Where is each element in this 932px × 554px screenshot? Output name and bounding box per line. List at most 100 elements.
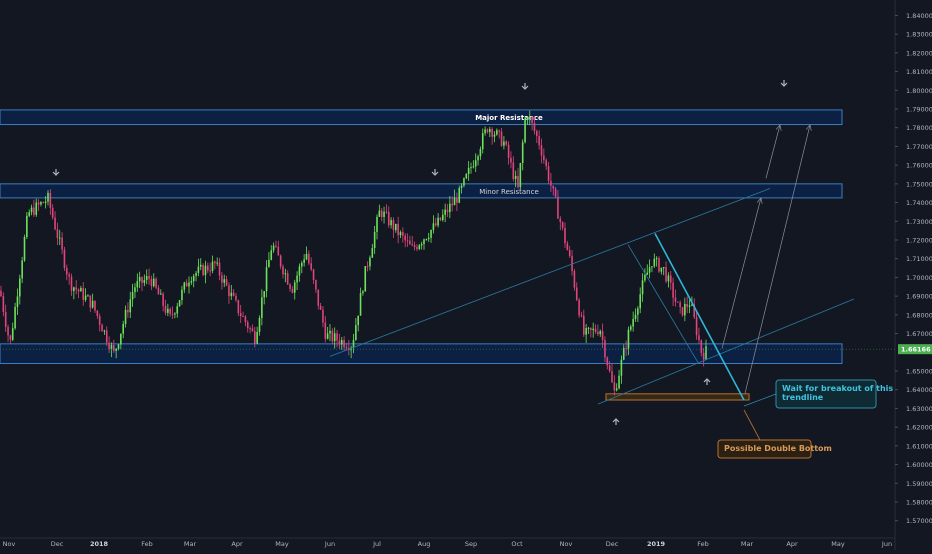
candle-body xyxy=(594,328,597,332)
y-tick-label: 1.73000 xyxy=(906,218,932,226)
lower-channel-line[interactable] xyxy=(597,298,855,405)
candle-body xyxy=(425,239,428,241)
candle-body xyxy=(254,331,256,344)
candle-body xyxy=(115,348,117,351)
candle-body xyxy=(305,253,308,260)
candle-body xyxy=(145,276,148,281)
x-tick-label: Jul xyxy=(372,540,381,548)
candle-body xyxy=(575,287,578,300)
candle-body xyxy=(449,203,451,213)
candle-body xyxy=(246,322,249,329)
candle-body xyxy=(383,211,385,218)
projection-arrow-2[interactable] xyxy=(765,124,781,179)
candle-body xyxy=(648,267,651,273)
candle-body xyxy=(526,118,529,120)
candle-body xyxy=(700,340,703,353)
candle-body xyxy=(56,229,59,238)
candle-body xyxy=(37,202,40,205)
candle-body xyxy=(679,302,681,308)
candle-body xyxy=(693,304,696,318)
breakout-callout[interactable] xyxy=(775,379,877,409)
candle-body xyxy=(209,270,211,272)
candle-body xyxy=(362,291,364,294)
candle-body xyxy=(688,305,691,307)
candle-body xyxy=(578,299,580,316)
down-arrow-apr-head xyxy=(780,82,788,87)
candle-body xyxy=(336,333,338,341)
candle-body xyxy=(11,328,14,340)
candle-body xyxy=(423,239,425,244)
y-tick-label: 1.84000 xyxy=(906,12,932,20)
candle-body xyxy=(500,131,503,146)
major-resistance-zone[interactable] xyxy=(0,109,843,126)
y-tick-label: 1.78000 xyxy=(906,124,932,132)
candle-body xyxy=(665,267,667,282)
candle-body xyxy=(655,258,658,260)
candle-body xyxy=(136,281,139,288)
current-price-label: 1.66166 xyxy=(901,346,931,354)
candle-body xyxy=(364,266,367,292)
x-tick-label: Mar xyxy=(741,540,754,548)
candle-body xyxy=(101,324,103,332)
candle-body xyxy=(566,243,569,251)
candle-body xyxy=(197,266,200,273)
candle-body xyxy=(477,156,479,161)
candle-body xyxy=(641,280,644,295)
support-zone[interactable] xyxy=(0,343,843,365)
candle-body xyxy=(120,333,122,345)
candle-body xyxy=(14,306,16,329)
candle-body xyxy=(695,317,698,336)
candle-body xyxy=(444,209,446,215)
candle-body xyxy=(352,339,355,348)
projection-arrow-1[interactable] xyxy=(721,197,762,349)
candle-body xyxy=(463,178,465,186)
candle-body xyxy=(7,326,9,336)
candle-body xyxy=(89,295,92,308)
downtrend-line[interactable] xyxy=(654,233,745,401)
mid-wedge-line[interactable] xyxy=(627,244,699,363)
upper-channel-line[interactable] xyxy=(329,188,771,357)
down-arrow-aug-head xyxy=(431,171,439,176)
double-bottom-zone[interactable] xyxy=(605,393,750,401)
projection-arrow-3[interactable] xyxy=(744,124,811,394)
candle-body xyxy=(298,266,301,276)
candle-body xyxy=(40,202,42,205)
candle-body xyxy=(507,144,510,158)
minor-resistance-zone[interactable] xyxy=(0,183,843,199)
candle-body xyxy=(258,317,261,332)
y-tick-label: 1.60000 xyxy=(906,461,932,469)
candle-body xyxy=(291,288,294,293)
candle-body xyxy=(691,304,693,306)
candle-body xyxy=(561,222,564,228)
candle-body xyxy=(672,282,674,298)
candle-body xyxy=(310,263,312,270)
candle-body xyxy=(366,266,369,268)
candle-body xyxy=(698,335,700,341)
candle-body xyxy=(272,245,275,251)
minor-resistance-label: Minor Resistance xyxy=(479,188,539,196)
y-tick-label: 1.76000 xyxy=(906,162,932,170)
candle-body xyxy=(387,211,390,226)
candle-body xyxy=(289,284,291,289)
candle-body xyxy=(279,255,282,267)
x-tick-label: Nov xyxy=(3,540,16,548)
candle-body xyxy=(216,262,218,264)
x-tick-label: Apr xyxy=(231,540,243,548)
candle-body xyxy=(152,278,155,287)
candle-body xyxy=(491,129,493,137)
candle-body xyxy=(373,231,376,249)
major-resistance-label: Major Resistance xyxy=(475,114,543,122)
double-bottom-callout[interactable] xyxy=(717,439,812,459)
candle-body xyxy=(427,237,430,240)
x-tick-label: Dec xyxy=(51,540,64,548)
candle-body xyxy=(251,328,254,332)
candle-body xyxy=(98,316,101,325)
breakout-callout-text: Wait for breakout of this xyxy=(782,384,893,393)
candle-body xyxy=(371,248,374,258)
candle-body xyxy=(75,287,77,290)
candle-body xyxy=(496,130,498,135)
candle-body xyxy=(199,264,202,267)
candle-body xyxy=(658,258,660,272)
